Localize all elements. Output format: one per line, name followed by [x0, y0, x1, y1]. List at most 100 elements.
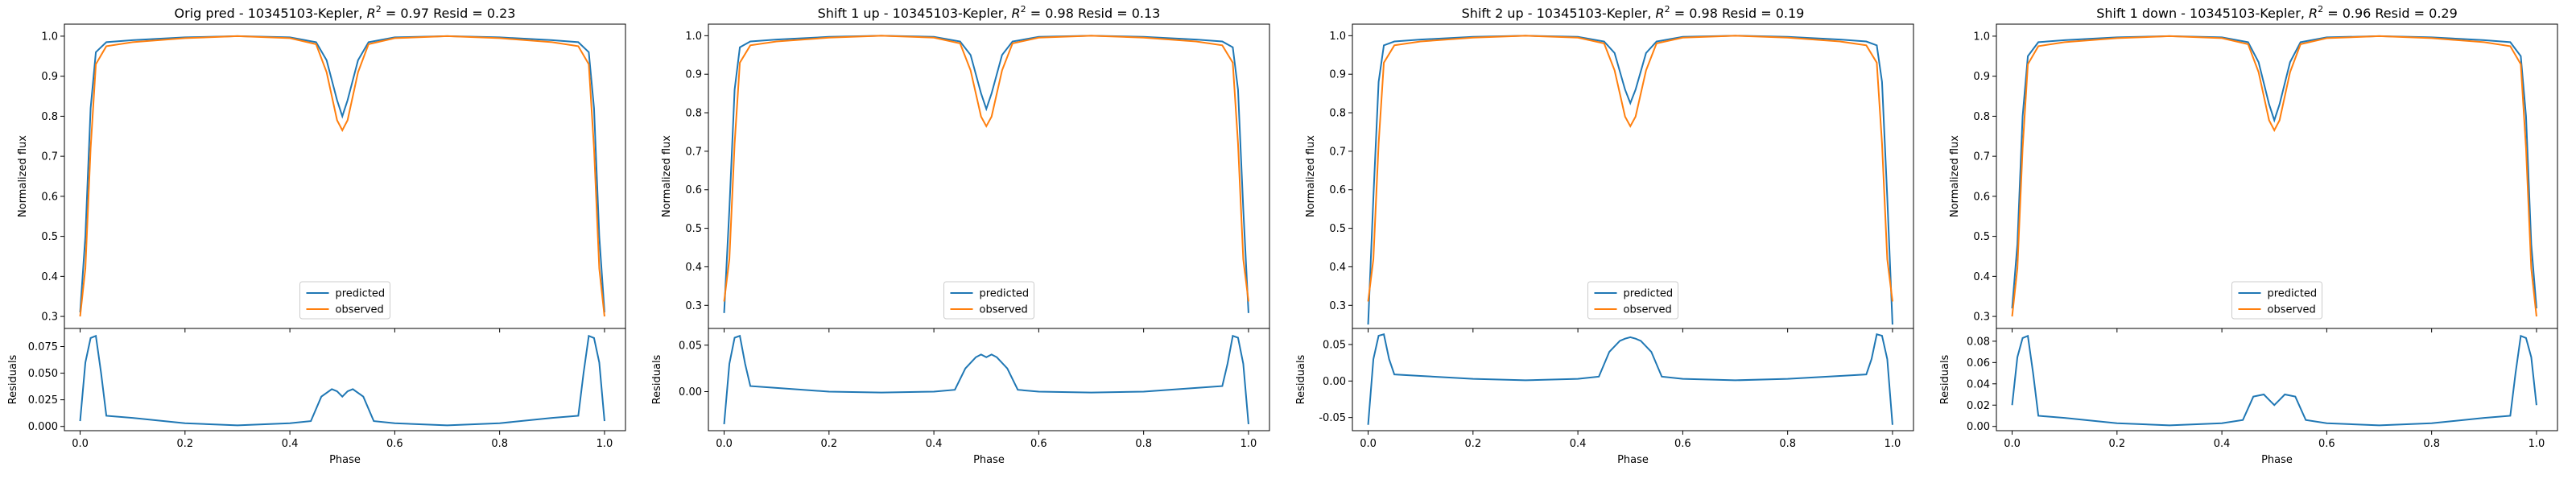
y-tick-label: 0.9: [1973, 71, 1990, 83]
resid-y-axis-label: Residuals: [1939, 354, 1951, 404]
x-tick-label: 0.6: [2318, 438, 2335, 450]
y-tick-label: 1.0: [41, 31, 58, 43]
resid-y-tick-label: 0.02: [1967, 400, 1990, 412]
y-tick-label: 0.4: [41, 271, 58, 283]
y-tick-label: 0.7: [41, 151, 58, 163]
title-text: Shift 2 up - 10345103-Kepler,: [1462, 6, 1656, 21]
x-tick-label: 0.8: [1779, 438, 1796, 450]
y-tick-label: 0.4: [685, 262, 702, 274]
title-text-end: = 0.98 Resid = 0.19: [1670, 6, 1805, 21]
resid-y-tick-label: 0.05: [1323, 339, 1346, 351]
y-tick-label: 0.9: [1329, 69, 1346, 81]
resid-y-axis-label: Residuals: [1295, 354, 1307, 404]
title-text-end: = 0.97 Resid = 0.23: [382, 6, 516, 21]
legend-label-observed: observed: [1624, 304, 1672, 316]
series-line-observed: [2011, 35, 2537, 317]
y-tick-label: 0.6: [1973, 191, 1990, 203]
resid-y-axis-label: Residuals: [7, 354, 19, 404]
y-tick-label: 0.8: [1973, 111, 1990, 123]
residual-line: [723, 334, 1249, 425]
chart-title: Shift 1 up - 10345103-Kepler, R2 = 0.98 …: [818, 4, 1161, 21]
y-tick-label: 0.6: [685, 184, 702, 196]
series-line-predicted: [1367, 35, 1893, 325]
x-tick-label: 1.0: [2529, 438, 2545, 450]
x-tick-label: 0.0: [716, 438, 733, 450]
legend-label-predicted: predicted: [336, 288, 386, 300]
y-tick-label: 0.8: [1329, 108, 1346, 120]
residual-line: [2011, 334, 2537, 427]
y-tick-label: 0.5: [685, 223, 702, 235]
x-tick-label: 0.2: [1464, 438, 1481, 450]
resid-y-tick-label: 0.075: [28, 341, 58, 353]
title-r2-exponent: 2: [376, 4, 382, 14]
x-tick-label: 1.0: [1885, 438, 1901, 450]
resid-y-tick-label: 0.08: [1967, 336, 1990, 348]
y-tick-label: 0.3: [685, 300, 702, 312]
y-tick-label: 0.5: [41, 231, 58, 243]
y-tick-label: 0.5: [1973, 231, 1990, 243]
y-tick-label: 0.4: [1973, 271, 1990, 283]
x-tick-label: 1.0: [1241, 438, 1257, 450]
y-tick-label: 0.4: [1329, 262, 1346, 274]
x-tick-label: 0.6: [386, 438, 403, 450]
y-tick-label: 0.7: [1973, 151, 1990, 163]
resid-y-tick-label: 0.06: [1967, 357, 1990, 369]
resid-y-tick-label: 0.00: [679, 386, 702, 398]
y-tick-label: 0.7: [1329, 146, 1346, 158]
panel-1: Orig pred - 10345103-Kepler, R2 = 0.97 R…: [7, 4, 626, 466]
chart-title: Orig pred - 10345103-Kepler, R2 = 0.97 R…: [175, 4, 516, 21]
legend-label-observed: observed: [980, 304, 1028, 316]
legend-label-predicted: predicted: [1624, 288, 1674, 300]
residual-axes-frame: [1996, 328, 2558, 431]
resid-y-tick-label: 0.00: [1323, 376, 1346, 388]
panel-4: Shift 1 down - 10345103-Kepler, R2 = 0.9…: [1939, 4, 2558, 466]
x-tick-label: 0.4: [926, 438, 943, 450]
y-tick-label: 0.8: [685, 108, 702, 120]
y-tick-label: 1.0: [1973, 31, 1990, 43]
x-tick-label: 0.4: [1570, 438, 1587, 450]
series-line-observed: [1367, 35, 1893, 302]
title-r2-symbol: R: [1656, 6, 1665, 21]
legend-label-predicted: predicted: [980, 288, 1030, 300]
x-tick-label: 0.8: [491, 438, 508, 450]
y-tick-label: 0.5: [1329, 223, 1346, 235]
series-line-observed: [723, 35, 1249, 302]
title-text: Shift 1 up - 10345103-Kepler,: [818, 6, 1012, 21]
y-axis-label: Normalized flux: [1305, 135, 1317, 217]
y-axis-label: Normalized flux: [1949, 135, 1961, 217]
panel-3: Shift 2 up - 10345103-Kepler, R2 = 0.98 …: [1295, 4, 1914, 466]
resid-y-tick-label: 0.000: [28, 421, 58, 433]
title-r2-symbol: R: [1012, 6, 1021, 21]
x-tick-label: 0.8: [1135, 438, 1152, 450]
y-tick-label: 0.6: [1329, 184, 1346, 196]
y-tick-label: 1.0: [1329, 31, 1346, 43]
title-text: Shift 1 down - 10345103-Kepler,: [2096, 6, 2309, 21]
x-tick-label: 1.0: [597, 438, 613, 450]
legend-label-predicted: predicted: [2268, 288, 2318, 300]
residual-axes-frame: [1352, 328, 1914, 431]
x-axis-label: Phase: [1617, 454, 1649, 466]
title-r2-exponent: 2: [1021, 4, 1026, 14]
title-r2-symbol: R: [367, 6, 376, 21]
y-tick-label: 0.7: [685, 146, 702, 158]
y-tick-label: 0.8: [41, 111, 58, 123]
title-text-end: = 0.98 Resid = 0.13: [1026, 6, 1161, 21]
x-axis-label: Phase: [973, 454, 1005, 466]
legend-label-observed: observed: [336, 304, 384, 316]
resid-y-tick-label: 0.025: [28, 394, 58, 407]
x-axis-label: Phase: [329, 454, 361, 466]
title-r2-symbol: R: [2309, 6, 2318, 21]
x-tick-label: 0.4: [282, 438, 299, 450]
series-line-predicted: [2011, 35, 2537, 309]
x-tick-label: 0.4: [2214, 438, 2231, 450]
x-tick-label: 0.2: [820, 438, 837, 450]
resid-y-tick-label: 0.050: [28, 368, 58, 380]
series-line-observed: [79, 35, 605, 317]
y-tick-label: 0.9: [41, 71, 58, 83]
resid-y-tick-label: 0.05: [679, 340, 702, 352]
title-text: Orig pred - 10345103-Kepler,: [175, 6, 367, 21]
y-tick-label: 0.3: [1973, 312, 1990, 324]
x-axis-label: Phase: [2261, 454, 2293, 466]
resid-y-tick-label: 0.00: [1967, 421, 1990, 433]
